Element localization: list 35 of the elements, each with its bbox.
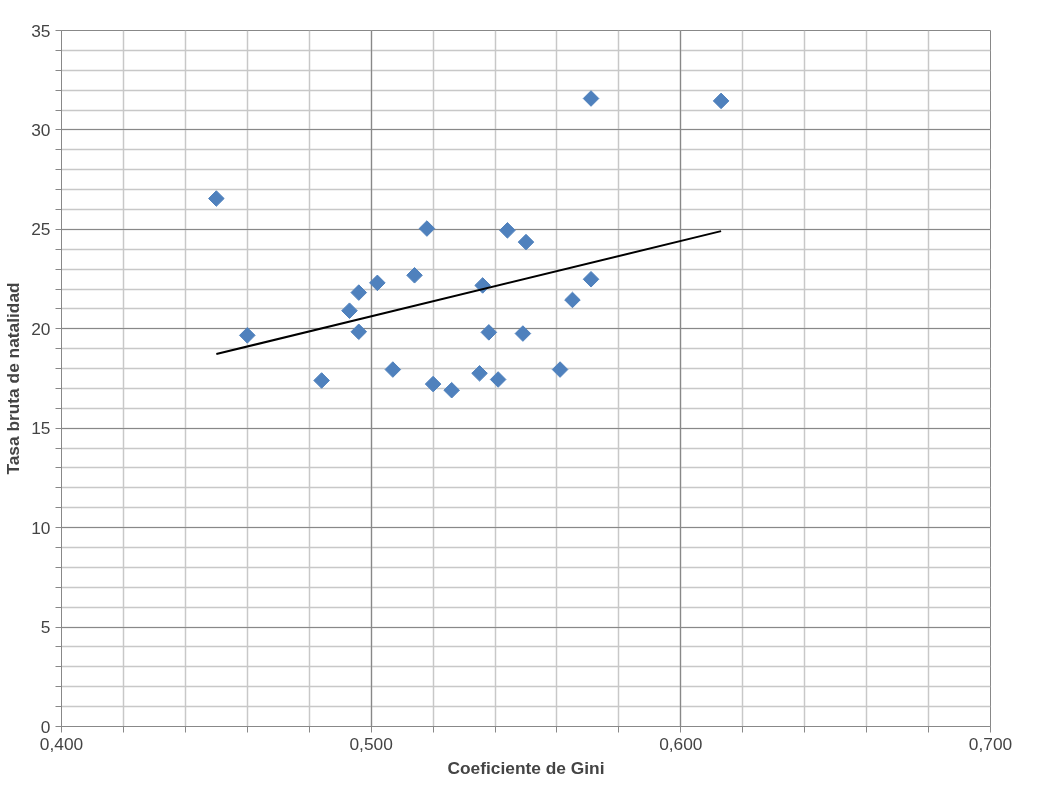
y-tick-label: 30 xyxy=(31,119,51,140)
point xyxy=(712,92,730,110)
point xyxy=(350,284,368,301)
point xyxy=(313,372,330,389)
y-tick-label: 25 xyxy=(31,219,51,240)
point xyxy=(384,361,402,378)
y-tick-label: 5 xyxy=(40,617,51,638)
point xyxy=(564,291,581,309)
point xyxy=(480,324,498,341)
point xyxy=(424,375,442,393)
x-axis-title: Coeficiente de Gini xyxy=(447,757,605,778)
point xyxy=(418,220,436,237)
y-tick-label: 15 xyxy=(31,418,51,439)
point xyxy=(514,325,532,342)
x-tick-label: 0,500 xyxy=(349,733,393,754)
point xyxy=(471,365,488,382)
point xyxy=(406,267,423,284)
point xyxy=(350,323,368,341)
y-axis-title: Tasa bruta de natalidad xyxy=(3,282,24,475)
point xyxy=(582,270,600,288)
x-tick-label: 0,600 xyxy=(659,733,703,754)
x-tick-label: 0,700 xyxy=(968,733,1013,754)
y-tick-label: 35 xyxy=(31,20,51,41)
y-tick-label: 10 xyxy=(31,517,51,538)
point xyxy=(208,190,225,207)
point xyxy=(341,302,358,319)
point xyxy=(551,361,569,378)
point xyxy=(517,233,535,251)
y-tick-label: 20 xyxy=(31,318,51,339)
point xyxy=(489,371,507,388)
point xyxy=(499,222,516,239)
point xyxy=(369,274,386,292)
point xyxy=(443,381,460,399)
point xyxy=(582,90,600,107)
point xyxy=(239,327,256,344)
